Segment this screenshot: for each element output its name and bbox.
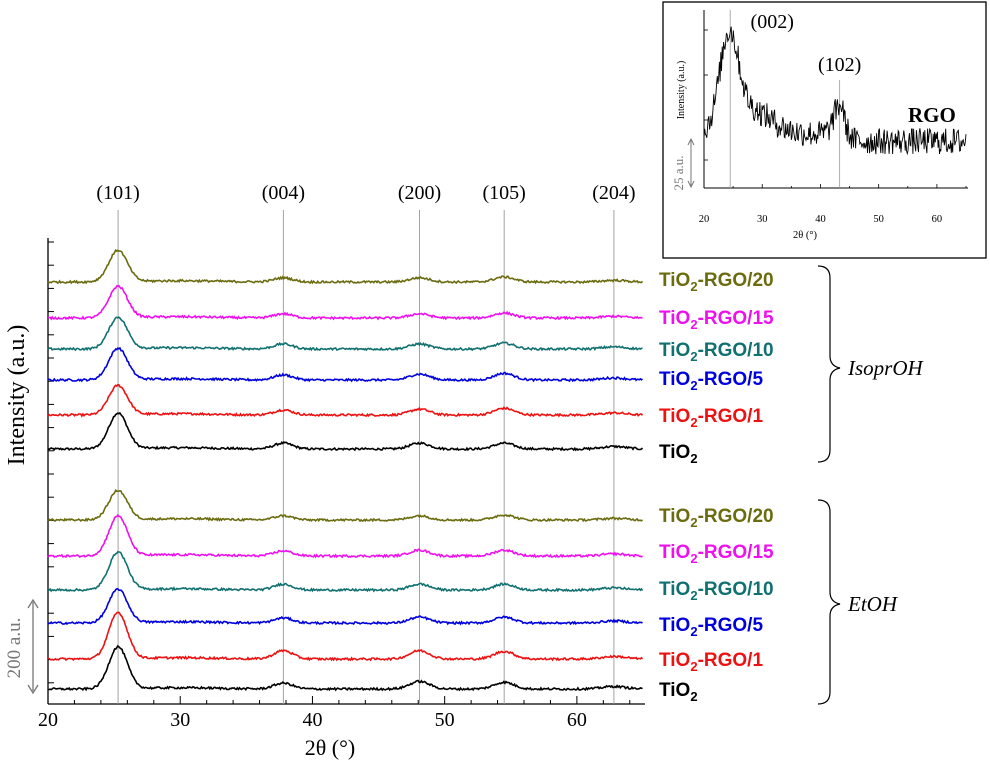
series-label-base: TiO — [659, 680, 690, 701]
series-label-tail: -RGO/20 — [698, 270, 774, 291]
inset-peak-lines: (002) (102) — [729, 10, 861, 188]
y-axis-title: Intensity (a.u.) — [4, 325, 30, 466]
trace-etoh-1 — [47, 611, 644, 662]
series-label: TiO2-RGO/20 — [659, 270, 774, 294]
series-label: TiO2-RGO/10 — [659, 579, 774, 603]
series-label-tail: -RGO/10 — [698, 340, 774, 361]
series-label-base: TiO — [659, 406, 690, 427]
peak-label: (200) — [398, 182, 441, 204]
series-label: TiO2-RGO/20 — [659, 506, 774, 530]
series-label-sub: 2 — [690, 279, 697, 294]
group-label-isoprOH: IsoprOH — [847, 356, 925, 380]
series-label-sub: 2 — [690, 624, 697, 639]
series-label: TiO2-RGO/5 — [659, 615, 763, 639]
series-labels: TiO2TiO2-RGO/1TiO2-RGO/5TiO2-RGO/10TiO2-… — [659, 270, 774, 704]
series-label-tail: -RGO/20 — [698, 506, 774, 527]
inset-scale-bar: 25 a.u. — [671, 137, 695, 191]
series-label: TiO2-RGO/15 — [659, 308, 774, 332]
inset-x-tick-label: 50 — [873, 214, 884, 225]
diffraction-traces — [47, 248, 644, 692]
series-label-base: TiO — [659, 650, 690, 671]
peak-reference-lines: (101) (004) (200) (105) (204) — [96, 182, 636, 704]
trace-etoh-4 — [47, 513, 643, 559]
x-tick-label: 50 — [435, 709, 455, 731]
series-label-sub: 2 — [690, 689, 697, 704]
series-label-base: TiO — [659, 369, 690, 390]
inset-title: RGO — [908, 103, 956, 127]
series-label-tail: -RGO/1 — [698, 406, 764, 427]
trace-etoh-5 — [47, 488, 644, 523]
series-label-sub: 2 — [690, 378, 697, 393]
peak-label: (204) — [592, 182, 635, 204]
rgo-inset: (002) (102) 20 30 40 50 60 RGO Intensity (a.u… — [662, 1, 987, 259]
series-label-sub: 2 — [690, 551, 697, 566]
inset-x-tick-label: 20 — [699, 214, 710, 225]
trace-isoproh-1 — [47, 383, 644, 418]
inset-x-tick-label: 30 — [757, 214, 768, 225]
series-label: TiO2-RGO/15 — [659, 542, 774, 566]
x-ticks: 20 30 40 50 60 — [38, 696, 631, 731]
series-label-sub: 2 — [690, 415, 697, 430]
series-label: TiO2 — [659, 680, 698, 704]
x-tick-label: 20 — [38, 709, 58, 731]
trace-isoproh-0 — [47, 411, 644, 452]
series-label: TiO2-RGO/5 — [659, 369, 763, 393]
bracket-etOH: EtOH — [817, 499, 899, 705]
peak-label: (004) — [262, 182, 305, 204]
trace-etoh-2 — [47, 587, 643, 626]
trace-isoproh-4 — [47, 284, 643, 321]
inset-y-axis-title: Intensity (a.u.) — [676, 61, 687, 120]
series-label-base: TiO — [659, 579, 690, 600]
series-label-base: TiO — [659, 442, 690, 463]
series-label-base: TiO — [659, 542, 690, 563]
series-label-base: TiO — [659, 270, 690, 291]
peak-label: (105) — [483, 182, 526, 204]
scale-bar-main: 200 a.u. — [4, 598, 39, 695]
x-axis-title: 2θ (°) — [305, 735, 356, 760]
series-label-tail: -RGO/10 — [698, 579, 774, 600]
trace-isoproh-2 — [47, 346, 643, 383]
y-ticks — [48, 241, 54, 684]
series-label-sub: 2 — [690, 515, 697, 530]
inset-x-tick-label: 40 — [815, 214, 826, 225]
series-label-tail: -RGO/15 — [698, 542, 774, 563]
main-plot-axes — [47, 238, 645, 705]
series-label: TiO2 — [659, 442, 698, 466]
series-label-sub: 2 — [690, 451, 697, 466]
group-label-etOH: EtOH — [847, 592, 899, 616]
series-label-base: TiO — [659, 308, 690, 329]
inset-x-ticks: 20 30 40 50 60 — [699, 29, 967, 225]
series-label-sub: 2 — [690, 659, 697, 674]
x-tick-label: 60 — [567, 709, 587, 731]
series-label-tail: -RGO/5 — [698, 615, 764, 636]
inset-peak-label: (102) — [818, 54, 861, 76]
trace-isoproh-3 — [47, 316, 643, 352]
trace-etoh-3 — [47, 551, 644, 593]
series-label: TiO2-RGO/10 — [659, 340, 774, 364]
series-label-sub: 2 — [690, 317, 697, 332]
series-label-tail: -RGO/15 — [698, 308, 774, 329]
series-label-base: TiO — [659, 340, 690, 361]
series-label-sub: 2 — [690, 349, 697, 364]
series-label-base: TiO — [659, 615, 690, 636]
trace-etoh-0 — [47, 644, 643, 692]
series-label: TiO2-RGO/1 — [659, 406, 763, 430]
trace-isoproh-5 — [47, 248, 644, 285]
series-label-sub: 2 — [690, 588, 697, 603]
inset-scale-bar-label: 25 a.u. — [671, 155, 686, 190]
peak-label: (101) — [96, 182, 139, 204]
series-label: TiO2-RGO/1 — [659, 650, 763, 674]
rgo-trace — [703, 26, 967, 156]
series-label-tail: -RGO/1 — [698, 650, 764, 671]
inset-peak-label: (002) — [751, 11, 794, 33]
scale-bar-label: 200 a.u. — [4, 618, 25, 679]
series-label-base: TiO — [659, 506, 690, 527]
inset-x-axis-title: 2θ (°) — [793, 230, 818, 241]
inset-x-tick-label: 60 — [932, 214, 943, 225]
x-tick-label: 40 — [302, 709, 322, 731]
series-label-tail: -RGO/5 — [698, 369, 764, 390]
bracket-isoprOH: IsoprOH — [817, 265, 925, 463]
x-tick-label: 30 — [170, 709, 190, 731]
